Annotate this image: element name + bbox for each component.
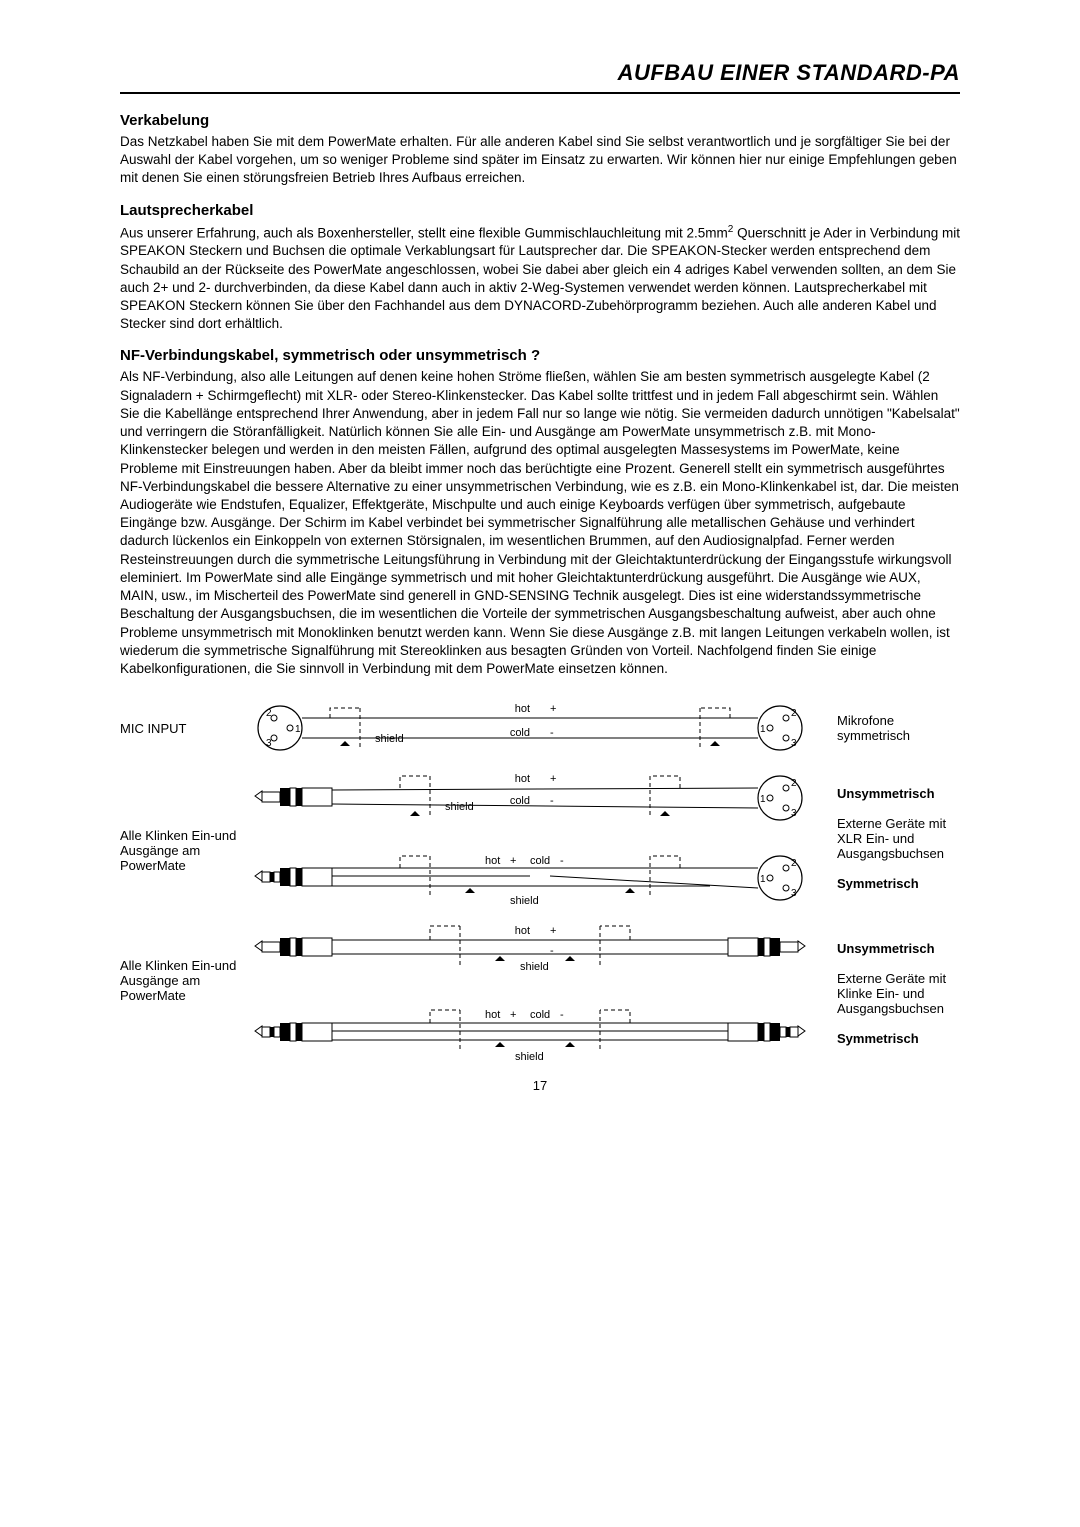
- svg-text:-: -: [550, 727, 554, 739]
- row2-right-label: Unsymmetrisch Externe Geräte mit XLR Ein…: [825, 786, 960, 891]
- svg-text:cold: cold: [530, 1009, 550, 1021]
- svg-text:2: 2: [791, 708, 797, 719]
- row1-r2: symmetrisch: [837, 728, 910, 743]
- row2-head: Unsymmetrisch: [837, 786, 935, 801]
- heading-verkabelung: Verkabelung: [120, 112, 960, 129]
- body-lautsprecherkabel: Aus unserer Erfahrung, auch als Boxenher…: [120, 223, 960, 334]
- svg-text:cold: cold: [510, 795, 530, 807]
- svg-text:1: 1: [760, 724, 766, 735]
- row5-head: Symmetrisch: [837, 1031, 919, 1046]
- svg-text:+: +: [550, 703, 556, 715]
- diagram-row-1: MIC INPUT 2 3 1 2 3 1: [120, 698, 960, 758]
- svg-text:3: 3: [266, 738, 272, 749]
- row2-left-label: Alle Klinken Ein-und Ausgänge am PowerMa…: [120, 768, 250, 873]
- row1-r1: Mikrofone: [837, 713, 894, 728]
- body-nfkabel: Als NF-Verbindung, also alle Leitungen a…: [120, 368, 960, 678]
- svg-text:1: 1: [760, 874, 766, 885]
- svg-text:hot: hot: [485, 1009, 500, 1021]
- svg-text:1: 1: [295, 724, 301, 735]
- svg-text:hot: hot: [515, 925, 530, 937]
- page-header-section: AUFBAU EINER STANDARD-PA: [120, 60, 960, 94]
- svg-text:2: 2: [791, 858, 797, 869]
- svg-text:-: -: [550, 945, 554, 957]
- body-post: Querschnitt je Ader in Verbindung mit SP…: [120, 225, 960, 331]
- svg-text:+: +: [510, 855, 516, 867]
- svg-text:+: +: [510, 1009, 516, 1021]
- row2-svg: 2 3 1 hot + cold - shield: [250, 768, 810, 908]
- svg-text:2: 2: [266, 708, 272, 719]
- row4-svg: hot + shield -: [250, 918, 810, 1068]
- svg-text:cold: cold: [530, 855, 550, 867]
- diagram-row-3: Alle Klinken Ein-und Ausgänge am PowerMa…: [120, 918, 960, 1068]
- svg-text:2: 2: [791, 778, 797, 789]
- heading-lautsprecherkabel: Lautsprecherkabel: [120, 202, 960, 219]
- svg-text:hot: hot: [515, 703, 530, 715]
- svg-text:hot: hot: [515, 773, 530, 785]
- body-verkabelung: Das Netzkabel haben Sie mit dem PowerMat…: [120, 133, 960, 188]
- row4-left-label: Alle Klinken Ein-und Ausgänge am PowerMa…: [120, 918, 250, 1003]
- page-number: 17: [120, 1078, 960, 1093]
- heading-nfkabel: NF-Verbindungskabel, symmetrisch oder un…: [120, 347, 960, 364]
- svg-text:shield: shield: [375, 733, 404, 745]
- svg-text:-: -: [560, 1009, 564, 1021]
- svg-text:3: 3: [791, 738, 797, 749]
- row1-right-label: Mikrofone symmetrisch: [825, 713, 960, 743]
- diagram-row-2: Alle Klinken Ein-und Ausgänge am PowerMa…: [120, 768, 960, 908]
- svg-text:shield: shield: [520, 961, 549, 973]
- svg-text:-: -: [560, 855, 564, 867]
- row3-head: Symmetrisch: [837, 876, 919, 891]
- svg-text:3: 3: [791, 808, 797, 819]
- svg-text:shield: shield: [515, 1051, 544, 1063]
- body-pre: Aus unserer Erfahrung, auch als Boxenher…: [120, 225, 728, 240]
- svg-text:hot: hot: [485, 855, 500, 867]
- svg-text:1: 1: [760, 794, 766, 805]
- row4-body: Externe Geräte mit Klinke Ein- und Ausga…: [837, 971, 946, 1016]
- svg-text:cold: cold: [510, 727, 530, 739]
- svg-text:+: +: [550, 925, 556, 937]
- row4-head: Unsymmetrisch: [837, 941, 935, 956]
- cable-diagram-area: MIC INPUT 2 3 1 2 3 1: [120, 698, 960, 1068]
- page-header: AUFBAU EINER STANDARD-PA: [120, 60, 960, 86]
- row1-left-label: MIC INPUT: [120, 721, 250, 736]
- svg-text:shield: shield: [445, 801, 474, 813]
- row4-right-label: Unsymmetrisch Externe Geräte mit Klinke …: [825, 941, 960, 1046]
- svg-text:shield: shield: [510, 895, 539, 907]
- svg-text:3: 3: [791, 888, 797, 899]
- row1-svg: 2 3 1 2 3 1: [250, 698, 810, 758]
- svg-text:+: +: [550, 773, 556, 785]
- svg-text:-: -: [550, 795, 554, 807]
- row2-body: Externe Geräte mit XLR Ein- und Ausgangs…: [837, 816, 946, 861]
